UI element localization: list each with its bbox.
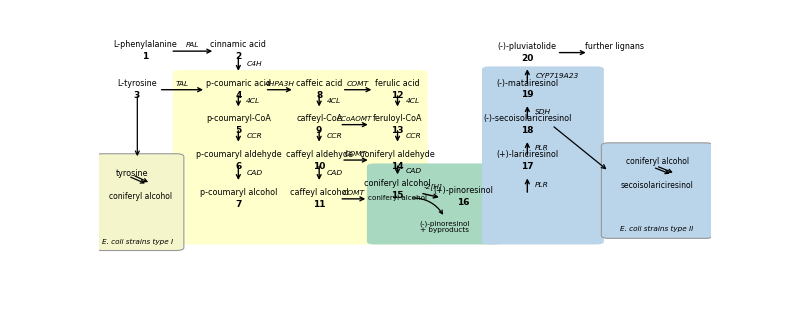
Text: CCR: CCR — [246, 133, 262, 139]
Text: coniferyl alcohol: coniferyl alcohol — [626, 157, 689, 166]
Text: -2[H]: -2[H] — [423, 183, 442, 190]
Text: L-tyrosine: L-tyrosine — [117, 79, 156, 88]
Text: coniferyl alcohol: coniferyl alcohol — [364, 179, 431, 188]
Text: coniferyl alcohol: coniferyl alcohol — [109, 192, 172, 201]
Text: 17: 17 — [521, 162, 533, 171]
Text: caffeyl aldehyde: caffeyl aldehyde — [286, 150, 352, 158]
Text: 11: 11 — [313, 200, 325, 209]
Text: TAL: TAL — [176, 81, 189, 87]
Text: caffeyl alcohol: caffeyl alcohol — [290, 188, 348, 198]
Text: 5: 5 — [235, 126, 242, 135]
Text: PAL: PAL — [186, 42, 199, 48]
Text: 4CL: 4CL — [327, 98, 341, 104]
Text: 15: 15 — [391, 191, 404, 200]
Text: (-)-matairesinol: (-)-matairesinol — [496, 78, 559, 88]
Text: 19: 19 — [521, 90, 533, 100]
Text: (-)-pinoresinol: (-)-pinoresinol — [419, 221, 470, 227]
Text: C4H: C4H — [246, 61, 262, 67]
FancyBboxPatch shape — [173, 70, 427, 244]
Text: 1: 1 — [141, 52, 148, 61]
FancyBboxPatch shape — [482, 66, 604, 244]
Text: CCoAOMT: CCoAOMT — [337, 116, 372, 122]
Text: 3: 3 — [134, 91, 140, 100]
Text: COMT: COMT — [347, 81, 369, 87]
Text: caffeyl-CoA: caffeyl-CoA — [296, 114, 342, 123]
Text: 13: 13 — [391, 126, 404, 135]
Text: PLR: PLR — [536, 182, 549, 188]
Text: 10: 10 — [313, 162, 325, 170]
FancyBboxPatch shape — [601, 143, 713, 238]
Text: 14: 14 — [391, 162, 404, 170]
Text: 2: 2 — [235, 52, 242, 61]
Text: p-coumaryl aldehyde: p-coumaryl aldehyde — [196, 150, 281, 158]
Text: CCR: CCR — [405, 133, 421, 139]
Text: feruloyl-CoA: feruloyl-CoA — [373, 114, 423, 123]
Text: 8: 8 — [316, 91, 322, 100]
Text: secoisolariciresinol: secoisolariciresinol — [621, 181, 694, 190]
Text: 18: 18 — [521, 126, 533, 135]
Text: COMT: COMT — [342, 190, 364, 196]
Text: 4HPA3H: 4HPA3H — [265, 81, 295, 87]
FancyBboxPatch shape — [95, 154, 184, 250]
Text: (-)-secoisolariciresinol: (-)-secoisolariciresinol — [483, 114, 571, 123]
Text: 12: 12 — [391, 91, 404, 100]
Text: CCR: CCR — [327, 133, 343, 139]
Text: ferulic acid: ferulic acid — [375, 79, 419, 88]
Text: (+)-pinoresinol: (+)-pinoresinol — [433, 186, 493, 195]
Text: (-)-pluviatolide: (-)-pluviatolide — [498, 42, 557, 51]
Text: 16: 16 — [457, 198, 469, 207]
Text: CYP719A23: CYP719A23 — [536, 73, 578, 79]
Text: (+)-lariciresinol: (+)-lariciresinol — [496, 150, 559, 159]
Text: tyrosine: tyrosine — [116, 169, 149, 178]
Text: 4: 4 — [235, 91, 242, 100]
FancyBboxPatch shape — [367, 163, 503, 244]
Text: CAD: CAD — [327, 170, 343, 176]
Text: p-coumaryl-CoA: p-coumaryl-CoA — [206, 114, 271, 123]
Text: SDH: SDH — [536, 109, 551, 115]
Text: CAD: CAD — [405, 168, 422, 174]
Text: 20: 20 — [521, 54, 533, 63]
Text: p-coumaric acid: p-coumaric acid — [206, 79, 271, 88]
Text: 9: 9 — [316, 126, 322, 135]
Text: CAD: CAD — [246, 170, 262, 176]
Text: E. coli strains type II: E. coli strains type II — [620, 226, 694, 232]
Text: L-phenylalanine: L-phenylalanine — [113, 40, 176, 49]
Text: coniferyl aldehyde: coniferyl aldehyde — [360, 150, 435, 158]
Text: coniferyl alcohol: coniferyl alcohol — [368, 195, 427, 201]
Text: 4CL: 4CL — [246, 98, 261, 104]
Text: 4CL: 4CL — [405, 98, 419, 104]
Text: p-coumaryl alcohol: p-coumaryl alcohol — [200, 188, 277, 198]
Text: caffeic acid: caffeic acid — [296, 79, 342, 88]
Text: + byproducts: + byproducts — [420, 226, 469, 232]
Text: further lignans: further lignans — [585, 42, 645, 51]
Text: E. coli strains type I: E. coli strains type I — [102, 238, 173, 244]
Text: 6: 6 — [235, 162, 242, 170]
Text: COMT: COMT — [344, 151, 367, 157]
Text: cinnamic acid: cinnamic acid — [210, 40, 266, 49]
Text: 7: 7 — [235, 200, 242, 209]
Text: PLR: PLR — [536, 146, 549, 152]
